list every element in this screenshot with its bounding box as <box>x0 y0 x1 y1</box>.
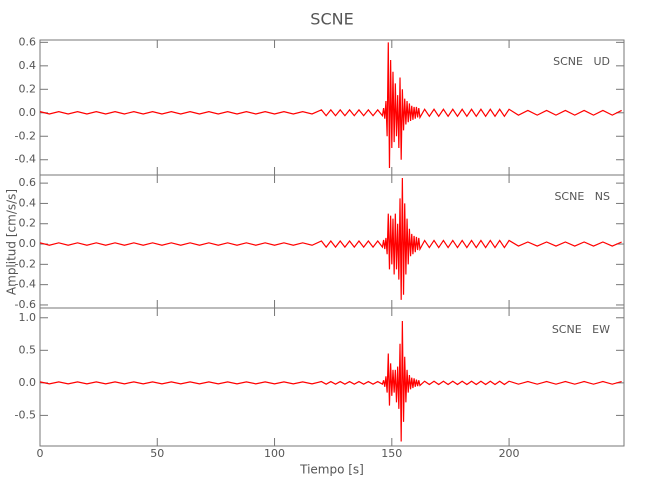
x-axis-label: Tiempo [s] <box>299 463 364 477</box>
x-tick-label: 50 <box>150 447 164 460</box>
y-tick-label: 0.4 <box>19 196 37 209</box>
panel-frame <box>39 307 625 447</box>
waveform <box>39 321 622 442</box>
panel-label: SCNE UD <box>553 55 610 68</box>
y-tick-label: -0.4 <box>15 278 36 291</box>
y-tick-label: -0.4 <box>15 153 36 166</box>
y-tick-label: 0.4 <box>19 59 37 72</box>
y-tick-label: 0.0 <box>19 376 37 389</box>
y-tick-label: 0.0 <box>19 106 37 119</box>
x-tick-label: 0 <box>37 447 44 460</box>
panel-label: SCNE NS <box>554 190 610 203</box>
y-tick-label: -0.2 <box>15 129 36 142</box>
waveform <box>39 178 622 300</box>
y-tick-label: 0.5 <box>19 343 37 356</box>
y-tick-label: 0.6 <box>19 176 37 189</box>
y-tick-label: 1.0 <box>19 311 37 324</box>
y-tick-label: -0.6 <box>15 298 36 311</box>
x-tick-label: 150 <box>381 447 402 460</box>
panel-frame <box>39 174 625 309</box>
y-tick-label: -0.5 <box>15 408 36 421</box>
y-tick-label: 0.6 <box>19 35 37 48</box>
y-tick-label: -0.2 <box>15 257 36 270</box>
x-tick-label: 200 <box>499 447 520 460</box>
y-tick-label: 0.2 <box>19 82 37 95</box>
waveform <box>39 42 622 168</box>
panel-frame <box>39 39 625 176</box>
chart-title: SCNE <box>310 10 353 29</box>
x-tick-label: 100 <box>264 447 285 460</box>
y-tick-label: 0.0 <box>19 237 37 250</box>
y-tick-label: 0.2 <box>19 217 37 230</box>
panel-label: SCNE EW <box>552 323 610 336</box>
y-axis-label: Amplitud [cm/s/s] <box>5 189 19 295</box>
